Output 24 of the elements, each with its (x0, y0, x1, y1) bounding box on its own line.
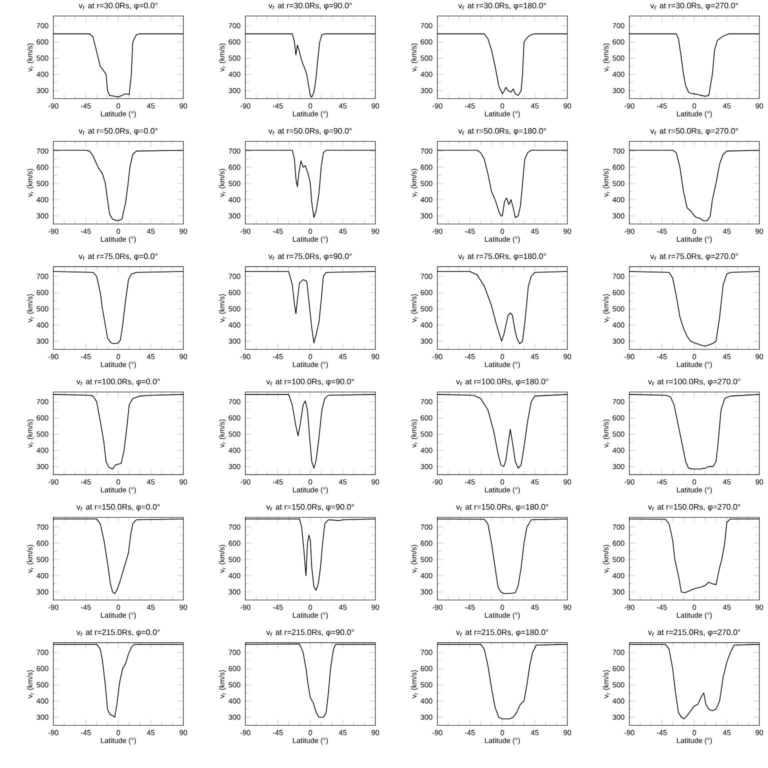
chart-title: v$_{r}$ at r=150.0Rs, φ=180.0° (456, 504, 548, 512)
chart-title: v$_{r}$ at r=75.0Rs, φ=90.0° (268, 253, 352, 261)
chart-title: v$_{r}$ at r=215.0Rs, φ=0.0° (76, 629, 160, 637)
chart-title: v$_{r}$ at r=50.0Rs, φ=180.0° (458, 128, 546, 136)
chart-title: v$_{r}$ at r=30.0Rs, φ=0.0° (78, 2, 158, 10)
chart-title: v$_{r}$ at r=75.0Rs, φ=270.0° (650, 253, 738, 261)
chart-title: v$_{r}$ at r=50.0Rs, φ=90.0° (268, 128, 352, 136)
chart-title: v$_{r}$ at r=100.0Rs, φ=180.0° (456, 378, 548, 386)
chart-title: v$_{r}$ at r=30.0Rs, φ=270.0° (650, 2, 738, 10)
chart-title: v$_{r}$ at r=215.0Rs, φ=270.0° (648, 629, 740, 637)
chart-title: v$_{r}$ at r=50.0Rs, φ=0.0° (78, 128, 158, 136)
chart-title: v$_{r}$ at r=215.0Rs, φ=180.0° (456, 629, 548, 637)
chart-title: v$_{r}$ at r=75.0Rs, φ=180.0° (458, 253, 546, 261)
chart-title: v$_{r}$ at r=150.0Rs, φ=90.0° (266, 504, 354, 512)
chart-title: v$_{r}$ at r=30.0Rs, φ=90.0° (268, 2, 352, 10)
chart-title: v$_{r}$ at r=100.0Rs, φ=270.0° (648, 378, 740, 386)
chart-title: v$_{r}$ at r=215.0Rs, φ=90.0° (266, 629, 354, 637)
chart-title: v$_{r}$ at r=100.0Rs, φ=90.0° (266, 378, 354, 386)
chart-title: v$_{r}$ at r=75.0Rs, φ=0.0° (78, 253, 158, 261)
chart-title: v$_{r}$ at r=150.0Rs, φ=0.0° (76, 504, 160, 512)
chart-title: v$_{r}$ at r=100.0Rs, φ=0.0° (76, 378, 160, 386)
chart-title: v$_{r}$ at r=30.0Rs, φ=180.0° (458, 2, 546, 10)
chart-title: v$_{r}$ at r=50.0Rs, φ=270.0° (650, 128, 738, 136)
chart-title: v$_{r}$ at r=150.0Rs, φ=270.0° (648, 504, 740, 512)
